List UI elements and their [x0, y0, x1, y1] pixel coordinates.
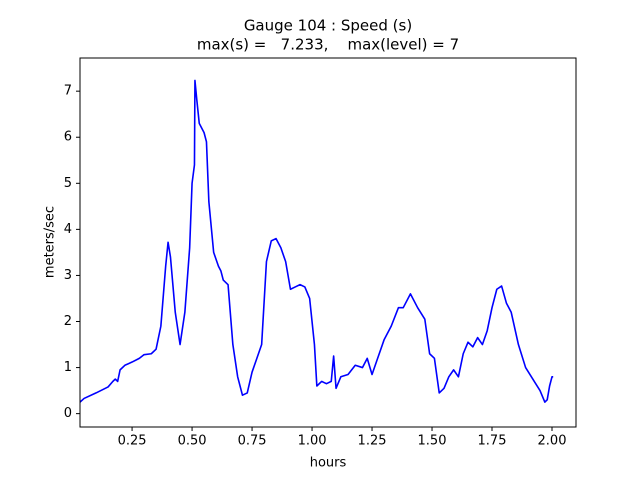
- line-series: [79, 79, 554, 403]
- y-tick-label: 7: [64, 84, 72, 99]
- plot-frame: [79, 57, 577, 428]
- y-tick-label: 6: [64, 130, 72, 145]
- y-tick-label: 4: [64, 222, 72, 237]
- y-tick-label: 5: [64, 176, 72, 191]
- chart-title: Gauge 104 : Speed (s): [244, 17, 412, 35]
- x-tick-label: 0.50: [178, 434, 207, 449]
- x-tick-label: 1.75: [478, 434, 507, 449]
- x-tick-label: 1.50: [418, 434, 447, 449]
- chart-subtitle: max(s) = 7.233, max(level) = 7: [197, 36, 459, 54]
- x-tick-label: 2.00: [538, 434, 567, 449]
- x-tick-label: 1.00: [298, 434, 327, 449]
- x-tick-label: 1.25: [358, 434, 387, 449]
- x-axis-label: hours: [310, 456, 347, 471]
- y-tick-label: 0: [64, 406, 72, 421]
- x-tick-label: 0.25: [118, 434, 147, 449]
- y-tick-label: 1: [64, 360, 72, 375]
- y-tick-label: 3: [64, 268, 72, 283]
- y-tick-label: 2: [64, 314, 72, 329]
- y-axis-label: meters/sec: [43, 206, 58, 278]
- x-tick-label: 0.75: [238, 434, 267, 449]
